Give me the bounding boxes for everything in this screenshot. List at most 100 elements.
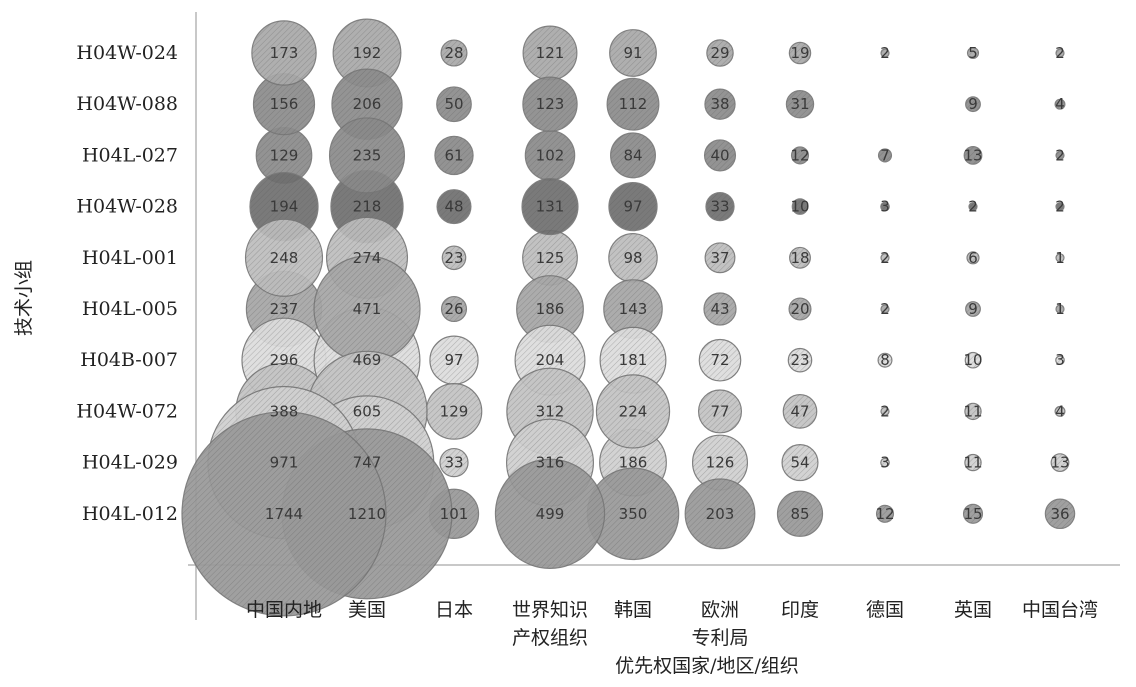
bubble	[964, 351, 982, 369]
bubble	[441, 245, 467, 271]
bubble-value-label: 13	[1050, 454, 1069, 472]
bubble-value-label: 20	[790, 300, 809, 318]
bubble	[698, 338, 742, 382]
bubble-hatch	[251, 20, 317, 86]
bubble-value-label: 28	[444, 44, 463, 62]
bubble-hatch	[610, 133, 656, 178]
bubble-hatch	[699, 339, 741, 381]
column-label: 日本	[435, 599, 473, 621]
bubble-value-label: 2	[1055, 44, 1065, 62]
bubble	[964, 453, 982, 472]
bubble-value-label: 235	[353, 146, 382, 164]
bubble	[1054, 405, 1066, 417]
bubble	[1055, 202, 1065, 212]
bubble	[703, 139, 737, 172]
bubble	[1050, 453, 1070, 473]
bubble	[880, 201, 890, 212]
bubble	[608, 181, 658, 232]
bubble-value-label: 1	[1055, 249, 1065, 267]
bubble-value-label: 10	[790, 198, 809, 216]
bubble	[877, 148, 893, 163]
bubble-hatch	[522, 77, 578, 132]
bubble-value-label: 131	[536, 198, 565, 216]
bubble	[1055, 253, 1065, 263]
bubble-hatch	[788, 348, 812, 372]
bubble-value-label: 50	[444, 95, 463, 113]
row-label: H04W-072	[76, 400, 178, 422]
bubble-hatch	[969, 202, 977, 211]
bubble-value-label: 23	[790, 351, 809, 369]
column-label-line: 印度	[781, 599, 819, 621]
bubble	[691, 434, 749, 491]
bubble-hatch	[607, 78, 659, 131]
bubble-hatch	[441, 296, 467, 322]
bubble-hatch	[685, 479, 755, 549]
bubble-hatch	[878, 353, 892, 368]
bubble-hatch	[789, 298, 811, 320]
bubble	[606, 77, 660, 131]
bubble-value-label: 36	[1050, 505, 1069, 523]
bubble-value-label: 47	[790, 402, 809, 420]
bubble	[705, 191, 735, 222]
bubble-hatch	[789, 42, 811, 64]
column-label-line: 欧洲	[701, 599, 739, 621]
bubble-value-label: 274	[353, 249, 382, 267]
column-label-line: 专利局	[691, 627, 748, 649]
bubble	[968, 202, 978, 212]
bubble	[440, 39, 468, 67]
column-label-line: 产权组织	[512, 627, 588, 649]
bubble-value-label: 19	[790, 44, 809, 62]
column-label: 美国	[348, 599, 386, 621]
bubble-hatch	[609, 29, 657, 77]
bubble	[880, 253, 890, 263]
bubble-hatch	[967, 251, 979, 264]
bubble-hatch	[245, 219, 323, 297]
bubble	[880, 406, 890, 416]
bubble-hatch	[792, 198, 808, 215]
bubble	[603, 279, 663, 339]
bubble-hatch	[1055, 406, 1065, 417]
bubble	[704, 88, 736, 120]
bubble-value-label: 31	[790, 95, 809, 113]
bubble-hatch	[706, 39, 734, 67]
bubble	[522, 229, 578, 286]
bubble-hatch	[437, 189, 471, 224]
bubble-hatch	[963, 504, 983, 524]
bubble	[255, 127, 313, 184]
bubble-value-label: 112	[619, 95, 648, 113]
bubble-value-label: 85	[790, 505, 809, 523]
bubble-hatch	[600, 327, 666, 394]
bubble-layer: 112 222 2222333445678991010111112121313151…	[181, 18, 1076, 617]
bubble-hatch	[777, 491, 823, 537]
bubble	[425, 383, 483, 440]
bubble	[880, 304, 890, 314]
bubble-value-label: 7	[880, 146, 890, 164]
bubble-value-label: 1	[1055, 300, 1065, 318]
bubble-value-label: 11	[963, 454, 982, 472]
bubble-hatch	[698, 389, 742, 433]
bubble-hatch	[495, 459, 605, 569]
bubble-value-label: 186	[619, 454, 648, 472]
column-label-line: 中国台湾	[1022, 599, 1098, 621]
bubble-value-label: 2	[968, 198, 978, 216]
bubble-value-label: 10	[963, 351, 982, 369]
bubble-hatch	[522, 230, 578, 286]
bubble-hatch	[587, 468, 679, 560]
bubble-hatch	[705, 192, 735, 221]
bubble-hatch	[1056, 151, 1064, 160]
bubble	[436, 86, 472, 123]
bubble-value-label: 5	[968, 44, 978, 62]
bubble-hatch	[967, 47, 979, 59]
bubble-value-label: 123	[536, 95, 565, 113]
row-label: H04W-024	[76, 42, 178, 64]
bubble	[880, 457, 890, 468]
bubble-hatch	[1056, 49, 1064, 57]
bubble	[789, 246, 811, 269]
bubble-value-label: 101	[440, 505, 469, 523]
bubble-hatch	[705, 242, 735, 273]
bubble	[429, 335, 479, 385]
bubble-hatch	[313, 255, 421, 363]
bubble	[595, 374, 671, 449]
bubble	[703, 292, 737, 326]
